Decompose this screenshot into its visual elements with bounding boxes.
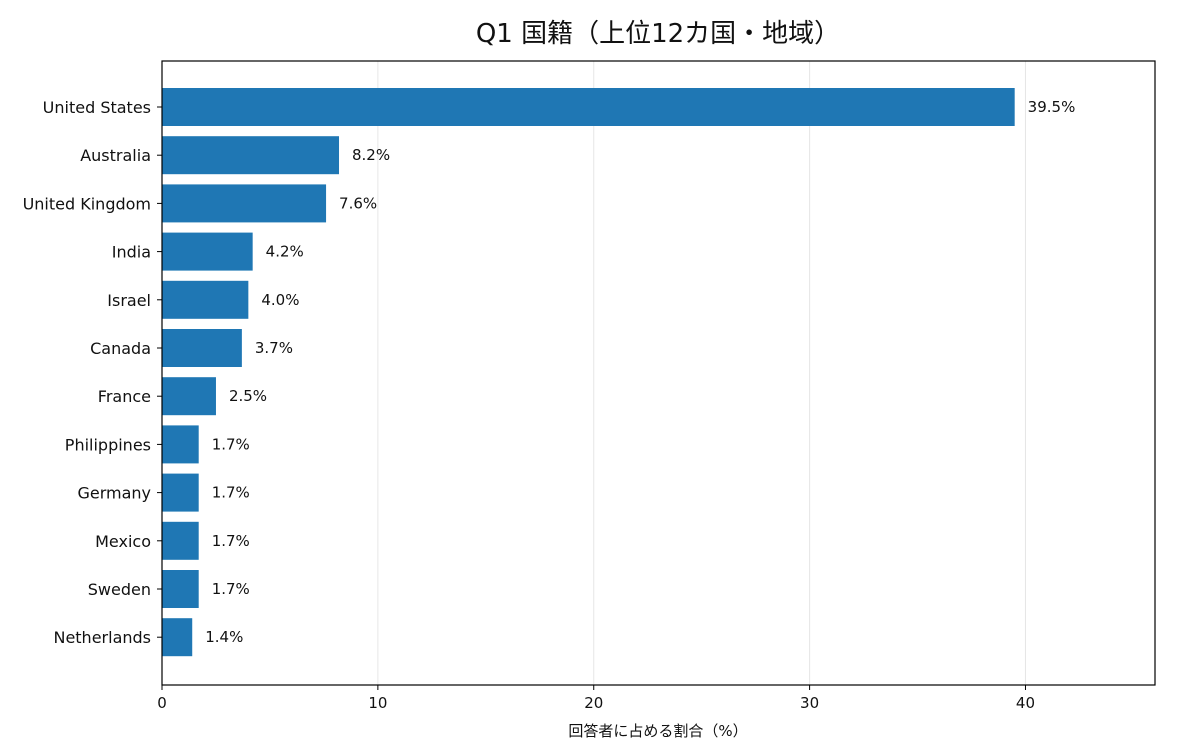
category-label: Australia: [80, 146, 151, 165]
bar-mexico: [162, 521, 199, 560]
data-label: 8.2%: [352, 146, 390, 164]
data-label: 39.5%: [1028, 98, 1076, 116]
x-axis-ticks: 0 10 20 30 40: [157, 685, 1035, 712]
chart-title: Q1 国籍（上位12カ国・地域）: [476, 19, 840, 49]
data-label: 1.7%: [212, 435, 250, 453]
category-label: Canada: [90, 339, 151, 358]
x-axis-label: 回答者に占める割合（%）: [568, 722, 747, 740]
bar-germany: [162, 473, 199, 512]
category-label: Germany: [77, 484, 151, 503]
data-label: 4.0%: [261, 291, 299, 309]
x-tick-label: 10: [368, 694, 387, 712]
x-tick-label: 30: [800, 694, 819, 712]
category-label: Mexico: [95, 532, 151, 551]
data-label: 4.2%: [266, 243, 304, 261]
bar-canada: [162, 329, 242, 367]
category-label: Israel: [107, 291, 151, 310]
bar-india: [162, 232, 253, 271]
data-label: 1.4%: [205, 628, 243, 646]
data-label: 1.7%: [212, 532, 250, 550]
bar-philippines: [162, 425, 199, 464]
category-label: Philippines: [65, 435, 151, 454]
plot-area-frame: [161, 60, 1156, 686]
bar-united-states: [162, 88, 1015, 126]
bar-israel: [162, 280, 249, 319]
data-labels: 39.5% 8.2% 7.6% 4.2% 4.0% 3.7% 2.5% 1.7% 1.7% 1.7…: [205, 98, 1075, 646]
bar-australia: [162, 136, 340, 175]
category-label: Netherlands: [53, 628, 151, 647]
data-label: 2.5%: [229, 387, 267, 405]
bar-france: [162, 377, 216, 416]
category-label: United Kingdom: [23, 194, 151, 213]
bar-sweden: [162, 570, 199, 608]
data-label: 3.7%: [255, 339, 293, 357]
bar-united-kingdom: [162, 184, 327, 223]
category-label: United States: [43, 98, 151, 117]
x-tick-label: 0: [157, 694, 167, 712]
category-label: France: [98, 387, 151, 406]
bars: [162, 88, 1015, 657]
category-label: Sweden: [88, 580, 151, 599]
data-label: 7.6%: [339, 194, 377, 212]
x-tick-label: 20: [584, 694, 603, 712]
data-label: 1.7%: [212, 580, 250, 598]
data-label: 1.7%: [212, 484, 250, 502]
bar-netherlands: [162, 618, 193, 657]
category-label: India: [112, 243, 151, 262]
category-labels: United States Australia United Kingdom Indi…: [23, 98, 162, 647]
x-tick-label: 40: [1016, 694, 1035, 712]
